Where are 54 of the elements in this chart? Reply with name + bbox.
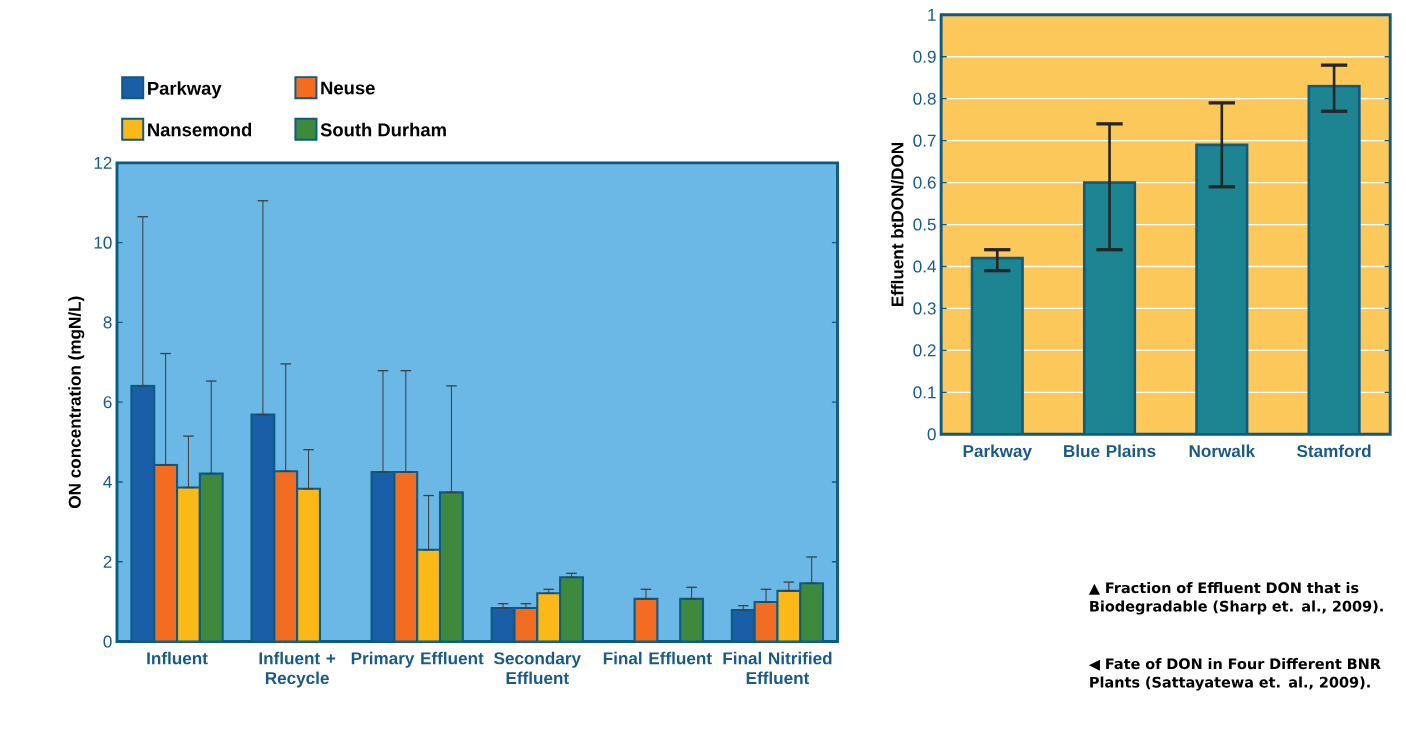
x-tick-label: Influent (147, 651, 208, 665)
bar (776, 589, 802, 642)
y-tick-label: 0 (103, 635, 112, 648)
y-tick-label: 0.3 (913, 302, 936, 315)
y-tick-label: 0.7 (913, 134, 936, 147)
x-tick-label: Final Nitrified Effluent (723, 651, 832, 684)
y-tick-label: 1 (928, 8, 936, 21)
x-tick-label: Parkway (963, 444, 1032, 461)
y-tick-label: 8 (103, 316, 112, 329)
x-tick-label: Stamford (1297, 444, 1371, 457)
legend-label: South Durham (320, 122, 446, 137)
text: ▲ Fraction of Effluent DON that is Biodegradable (Sharp et. al., 2009). (1088, 581, 1383, 615)
y-tick-label: 2 (103, 555, 112, 568)
x-tick-label: Norwalk (1189, 444, 1256, 457)
y-tick-label: 4 (103, 475, 112, 488)
y-tick-label: 0.4 (913, 260, 936, 273)
legend-label: Neuse (321, 81, 375, 95)
y-axis-title: Effluent btDON/DON (890, 142, 904, 306)
y-tick-label: 0 (927, 428, 936, 441)
x-tick-label: Primary Effluent (351, 651, 484, 668)
bar (730, 608, 756, 642)
y-tick-label: 6 (103, 395, 112, 409)
legend-label: Nansemond (148, 122, 252, 137)
y-tick-label: 0.5 (913, 218, 936, 231)
y-tick-label: 0.1 (913, 386, 936, 399)
x-tick-label: Influent + Recycle (259, 651, 336, 688)
bar (273, 469, 299, 642)
bar (1307, 84, 1361, 435)
y-tick-label: 10 (94, 236, 112, 249)
y-tick-label: 0.9 (913, 50, 936, 63)
bar (175, 486, 201, 642)
bar (370, 470, 396, 642)
y-tick-label: 0.2 (913, 344, 936, 357)
y-tick-label: 0.8 (913, 92, 936, 105)
bar (1195, 143, 1249, 435)
bar (130, 384, 156, 642)
bar (970, 256, 1024, 435)
bar (416, 548, 442, 642)
y-tick-label: 0.6 (913, 176, 936, 189)
bar (513, 606, 539, 642)
bar (296, 487, 321, 642)
text: ◀ Fate of DON in Four Different BNR Plants (Sattayatewa et. al., 2009). (1088, 657, 1381, 691)
legend-label: Parkway (148, 81, 222, 99)
bar (393, 470, 419, 642)
bar (753, 600, 779, 642)
x-tick-label: Blue Plains (1064, 444, 1156, 457)
x-tick-label: Secondary Effluent (494, 651, 581, 684)
bar (490, 606, 516, 642)
x-tick-label: Final Effluent (603, 651, 712, 665)
bar (153, 463, 179, 642)
bar (198, 472, 224, 642)
bar (438, 491, 464, 642)
y-axis-title: ON concentration (mgN/L) (68, 296, 85, 508)
y-tick-label: 12 (94, 156, 112, 169)
